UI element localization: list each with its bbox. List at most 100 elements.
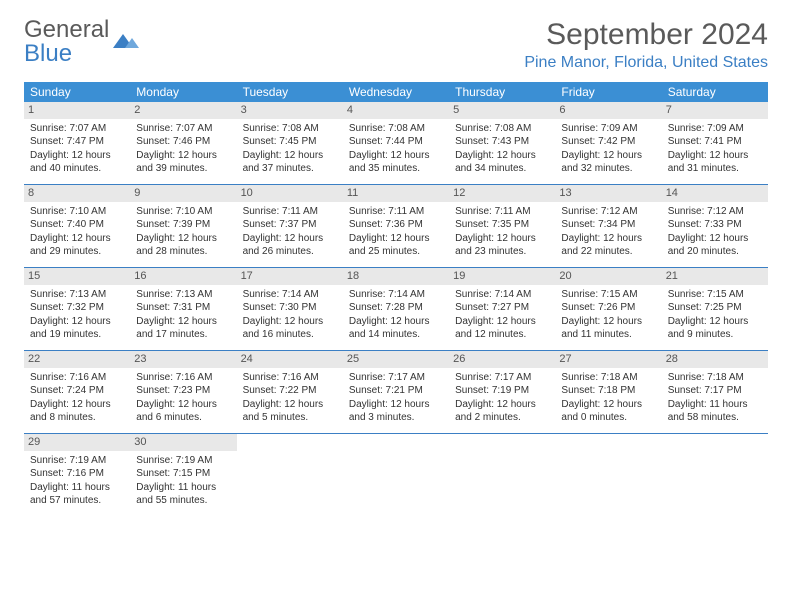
sunrise-text: Sunrise: 7:14 AM bbox=[243, 288, 337, 302]
weekday-header: Friday bbox=[555, 82, 661, 102]
day-cell: 27Sunrise: 7:18 AMSunset: 7:18 PMDayligh… bbox=[555, 351, 661, 433]
day-cell bbox=[449, 434, 555, 516]
day-number: 13 bbox=[555, 185, 661, 202]
daylight-text: Daylight: 12 hours and 9 minutes. bbox=[668, 315, 762, 342]
daylight-text: Daylight: 12 hours and 22 minutes. bbox=[561, 232, 655, 259]
sunset-text: Sunset: 7:16 PM bbox=[30, 467, 124, 481]
sunrise-text: Sunrise: 7:10 AM bbox=[30, 205, 124, 219]
sunset-text: Sunset: 7:27 PM bbox=[455, 301, 549, 315]
sunset-text: Sunset: 7:25 PM bbox=[668, 301, 762, 315]
sunset-text: Sunset: 7:46 PM bbox=[136, 135, 230, 149]
sunset-text: Sunset: 7:22 PM bbox=[243, 384, 337, 398]
triangle-icon bbox=[113, 31, 139, 55]
sunrise-text: Sunrise: 7:12 AM bbox=[668, 205, 762, 219]
logo: General Blue bbox=[24, 18, 139, 66]
day-info: Sunrise: 7:10 AMSunset: 7:39 PMDaylight:… bbox=[136, 205, 230, 259]
day-info: Sunrise: 7:13 AMSunset: 7:32 PMDaylight:… bbox=[30, 288, 124, 342]
day-info: Sunrise: 7:13 AMSunset: 7:31 PMDaylight:… bbox=[136, 288, 230, 342]
daylight-text: Daylight: 12 hours and 6 minutes. bbox=[136, 398, 230, 425]
day-info: Sunrise: 7:10 AMSunset: 7:40 PMDaylight:… bbox=[30, 205, 124, 259]
logo-text-general: General bbox=[24, 16, 109, 43]
sunset-text: Sunset: 7:35 PM bbox=[455, 218, 549, 232]
sunrise-text: Sunrise: 7:15 AM bbox=[668, 288, 762, 302]
day-info: Sunrise: 7:14 AMSunset: 7:30 PMDaylight:… bbox=[243, 288, 337, 342]
day-info: Sunrise: 7:14 AMSunset: 7:27 PMDaylight:… bbox=[455, 288, 549, 342]
day-number: 15 bbox=[24, 268, 130, 285]
daylight-text: Daylight: 11 hours and 58 minutes. bbox=[668, 398, 762, 425]
day-info: Sunrise: 7:18 AMSunset: 7:17 PMDaylight:… bbox=[668, 371, 762, 425]
sunset-text: Sunset: 7:23 PM bbox=[136, 384, 230, 398]
day-cell: 8 Sunrise: 7:10 AMSunset: 7:40 PMDaylight… bbox=[24, 185, 130, 267]
logo-text: General Blue bbox=[24, 18, 109, 66]
daylight-text: Daylight: 12 hours and 3 minutes. bbox=[349, 398, 443, 425]
sunrise-text: Sunrise: 7:11 AM bbox=[455, 205, 549, 219]
day-number: 25 bbox=[343, 351, 449, 368]
sunset-text: Sunset: 7:32 PM bbox=[30, 301, 124, 315]
day-number: 7 bbox=[662, 102, 768, 119]
daylight-text: Daylight: 12 hours and 37 minutes. bbox=[243, 149, 337, 176]
day-number: 18 bbox=[343, 268, 449, 285]
daylight-text: Daylight: 12 hours and 17 minutes. bbox=[136, 315, 230, 342]
day-number: 10 bbox=[237, 185, 343, 202]
day-cell: 12Sunrise: 7:11 AMSunset: 7:35 PMDayligh… bbox=[449, 185, 555, 267]
sunset-text: Sunset: 7:31 PM bbox=[136, 301, 230, 315]
sunrise-text: Sunrise: 7:13 AM bbox=[30, 288, 124, 302]
day-info: Sunrise: 7:07 AMSunset: 7:47 PMDaylight:… bbox=[30, 122, 124, 176]
sunrise-text: Sunrise: 7:09 AM bbox=[668, 122, 762, 136]
day-number: 30 bbox=[130, 434, 236, 451]
day-info: Sunrise: 7:16 AMSunset: 7:22 PMDaylight:… bbox=[243, 371, 337, 425]
day-cell: 19Sunrise: 7:14 AMSunset: 7:27 PMDayligh… bbox=[449, 268, 555, 350]
day-number: 4 bbox=[343, 102, 449, 119]
day-number: 2 bbox=[130, 102, 236, 119]
daylight-text: Daylight: 12 hours and 11 minutes. bbox=[561, 315, 655, 342]
daylight-text: Daylight: 12 hours and 23 minutes. bbox=[455, 232, 549, 259]
sunset-text: Sunset: 7:21 PM bbox=[349, 384, 443, 398]
sunrise-text: Sunrise: 7:07 AM bbox=[30, 122, 124, 136]
daylight-text: Daylight: 12 hours and 14 minutes. bbox=[349, 315, 443, 342]
day-cell: 2 Sunrise: 7:07 AMSunset: 7:46 PMDaylight… bbox=[130, 102, 236, 184]
daylight-text: Daylight: 12 hours and 12 minutes. bbox=[455, 315, 549, 342]
day-cell: 26Sunrise: 7:17 AMSunset: 7:19 PMDayligh… bbox=[449, 351, 555, 433]
sunrise-text: Sunrise: 7:11 AM bbox=[243, 205, 337, 219]
day-info: Sunrise: 7:07 AMSunset: 7:46 PMDaylight:… bbox=[136, 122, 230, 176]
day-number: 11 bbox=[343, 185, 449, 202]
daylight-text: Daylight: 12 hours and 35 minutes. bbox=[349, 149, 443, 176]
daylight-text: Daylight: 12 hours and 40 minutes. bbox=[30, 149, 124, 176]
daylight-text: Daylight: 11 hours and 55 minutes. bbox=[136, 481, 230, 508]
sunrise-text: Sunrise: 7:16 AM bbox=[243, 371, 337, 385]
daylight-text: Daylight: 12 hours and 16 minutes. bbox=[243, 315, 337, 342]
weekday-row: SundayMondayTuesdayWednesdayThursdayFrid… bbox=[24, 82, 768, 102]
sunrise-text: Sunrise: 7:15 AM bbox=[561, 288, 655, 302]
day-number: 8 bbox=[24, 185, 130, 202]
daylight-text: Daylight: 12 hours and 2 minutes. bbox=[455, 398, 549, 425]
daylight-text: Daylight: 11 hours and 57 minutes. bbox=[30, 481, 124, 508]
sunrise-text: Sunrise: 7:19 AM bbox=[30, 454, 124, 468]
sunset-text: Sunset: 7:44 PM bbox=[349, 135, 443, 149]
sunrise-text: Sunrise: 7:18 AM bbox=[561, 371, 655, 385]
daylight-text: Daylight: 12 hours and 0 minutes. bbox=[561, 398, 655, 425]
weekday-header: Monday bbox=[130, 82, 236, 102]
day-info: Sunrise: 7:14 AMSunset: 7:28 PMDaylight:… bbox=[349, 288, 443, 342]
day-cell: 10Sunrise: 7:11 AMSunset: 7:37 PMDayligh… bbox=[237, 185, 343, 267]
daylight-text: Daylight: 12 hours and 19 minutes. bbox=[30, 315, 124, 342]
day-cell: 28Sunrise: 7:18 AMSunset: 7:17 PMDayligh… bbox=[662, 351, 768, 433]
title-block: September 2024 Pine Manor, Florida, Unit… bbox=[524, 18, 768, 72]
day-info: Sunrise: 7:09 AMSunset: 7:42 PMDaylight:… bbox=[561, 122, 655, 176]
calendar: SundayMondayTuesdayWednesdayThursdayFrid… bbox=[24, 82, 768, 516]
logo-text-blue: Blue bbox=[24, 40, 72, 67]
sunrise-text: Sunrise: 7:08 AM bbox=[455, 122, 549, 136]
day-number: 9 bbox=[130, 185, 236, 202]
day-number: 21 bbox=[662, 268, 768, 285]
day-number: 6 bbox=[555, 102, 661, 119]
daylight-text: Daylight: 12 hours and 31 minutes. bbox=[668, 149, 762, 176]
day-cell: 23Sunrise: 7:16 AMSunset: 7:23 PMDayligh… bbox=[130, 351, 236, 433]
weekday-header: Wednesday bbox=[343, 82, 449, 102]
sunrise-text: Sunrise: 7:14 AM bbox=[349, 288, 443, 302]
day-cell: 21 Sunrise: 7:15 AMSunset: 7:25 PMDayligh… bbox=[662, 268, 768, 350]
day-number: 1 bbox=[24, 102, 130, 119]
daylight-text: Daylight: 12 hours and 8 minutes. bbox=[30, 398, 124, 425]
day-info: Sunrise: 7:11 AMSunset: 7:35 PMDaylight:… bbox=[455, 205, 549, 259]
sunset-text: Sunset: 7:28 PM bbox=[349, 301, 443, 315]
day-info: Sunrise: 7:18 AMSunset: 7:18 PMDaylight:… bbox=[561, 371, 655, 425]
weeks-container: 1 Sunrise: 7:07 AMSunset: 7:47 PMDaylight… bbox=[24, 102, 768, 516]
